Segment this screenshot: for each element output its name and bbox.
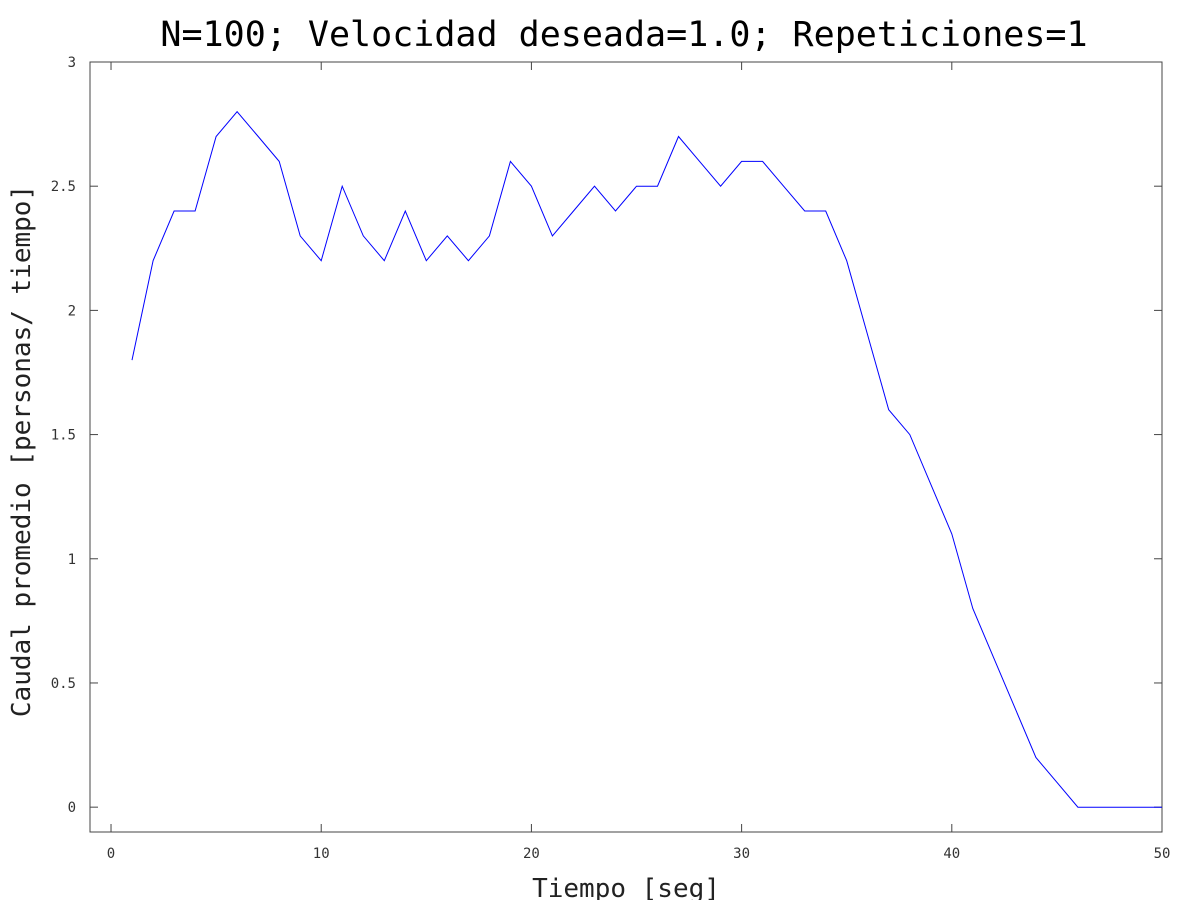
x-tick-label: 10: [313, 846, 330, 862]
data-point: [908, 433, 911, 436]
y-tick-label: 1.5: [51, 428, 76, 444]
series-layer: [131, 110, 1164, 809]
data-point: [719, 185, 722, 188]
data-point: [404, 210, 407, 213]
data-point: [782, 185, 785, 188]
data-point: [257, 135, 260, 138]
x-tick-label: 20: [523, 846, 540, 862]
data-point: [1013, 706, 1016, 709]
data-point: [467, 259, 470, 262]
data-point: [488, 234, 491, 237]
data-point: [215, 135, 218, 138]
data-point: [740, 160, 743, 163]
data-point: [341, 185, 344, 188]
data-point: [929, 483, 932, 486]
y-tick-label: 2: [68, 303, 76, 319]
data-point: [530, 185, 533, 188]
x-tick-label: 50: [1154, 846, 1171, 862]
data-point: [614, 210, 617, 213]
data-point: [509, 160, 512, 163]
y-tick-label: 0.5: [51, 676, 76, 692]
y-tick-label: 0: [68, 800, 76, 816]
x-tick-label: 40: [943, 846, 960, 862]
data-point: [572, 210, 575, 213]
data-point: [950, 532, 953, 535]
x-axis-label: Tiempo [seg]: [532, 874, 720, 900]
data-point: [1055, 781, 1058, 784]
data-point: [1034, 756, 1037, 759]
data-point: [635, 185, 638, 188]
data-point: [845, 259, 848, 262]
data-point: [887, 408, 890, 411]
plot-frame: [89, 61, 1163, 833]
y-axis-label: Caudal promedio [personas/ tiempo]: [7, 185, 37, 717]
data-point: [299, 234, 302, 237]
y-tick-label: 3: [68, 55, 76, 71]
data-point: [383, 259, 386, 262]
data-point: [992, 657, 995, 660]
chart-title: N=100; Velocidad deseada=1.0; Repeticion…: [160, 15, 1087, 55]
data-point: [593, 185, 596, 188]
x-tick-label: 30: [733, 846, 750, 862]
data-point: [446, 234, 449, 237]
data-point: [1161, 806, 1164, 809]
data-point: [824, 210, 827, 213]
y-tick-label: 1: [68, 552, 76, 568]
data-point: [656, 185, 659, 188]
data-point: [278, 160, 281, 163]
data-point: [194, 210, 197, 213]
x-tick-label: 0: [107, 846, 115, 862]
data-point: [971, 607, 974, 610]
data-point: [131, 359, 134, 362]
data-point: [551, 234, 554, 237]
data-point: [866, 334, 869, 337]
data-point: [425, 259, 428, 262]
data-point: [320, 259, 323, 262]
y-axis: 0 0.5 1 1.5 2 2.5 3: [51, 55, 1162, 816]
data-point: [1139, 806, 1142, 809]
data-point: [677, 135, 680, 138]
data-point: [236, 110, 239, 113]
y-tick-label: 2.5: [51, 179, 76, 195]
data-point: [362, 234, 365, 237]
data-point: [1076, 806, 1079, 809]
data-point: [1118, 806, 1121, 809]
data-point: [698, 160, 701, 163]
data-point: [173, 210, 176, 213]
series-line-0: [131, 110, 1162, 808]
data-point: [152, 259, 155, 262]
data-point: [761, 160, 764, 163]
data-point: [803, 210, 806, 213]
data-point: [1097, 806, 1100, 809]
x-axis: 0 10 20 30 40 50: [107, 62, 1171, 862]
